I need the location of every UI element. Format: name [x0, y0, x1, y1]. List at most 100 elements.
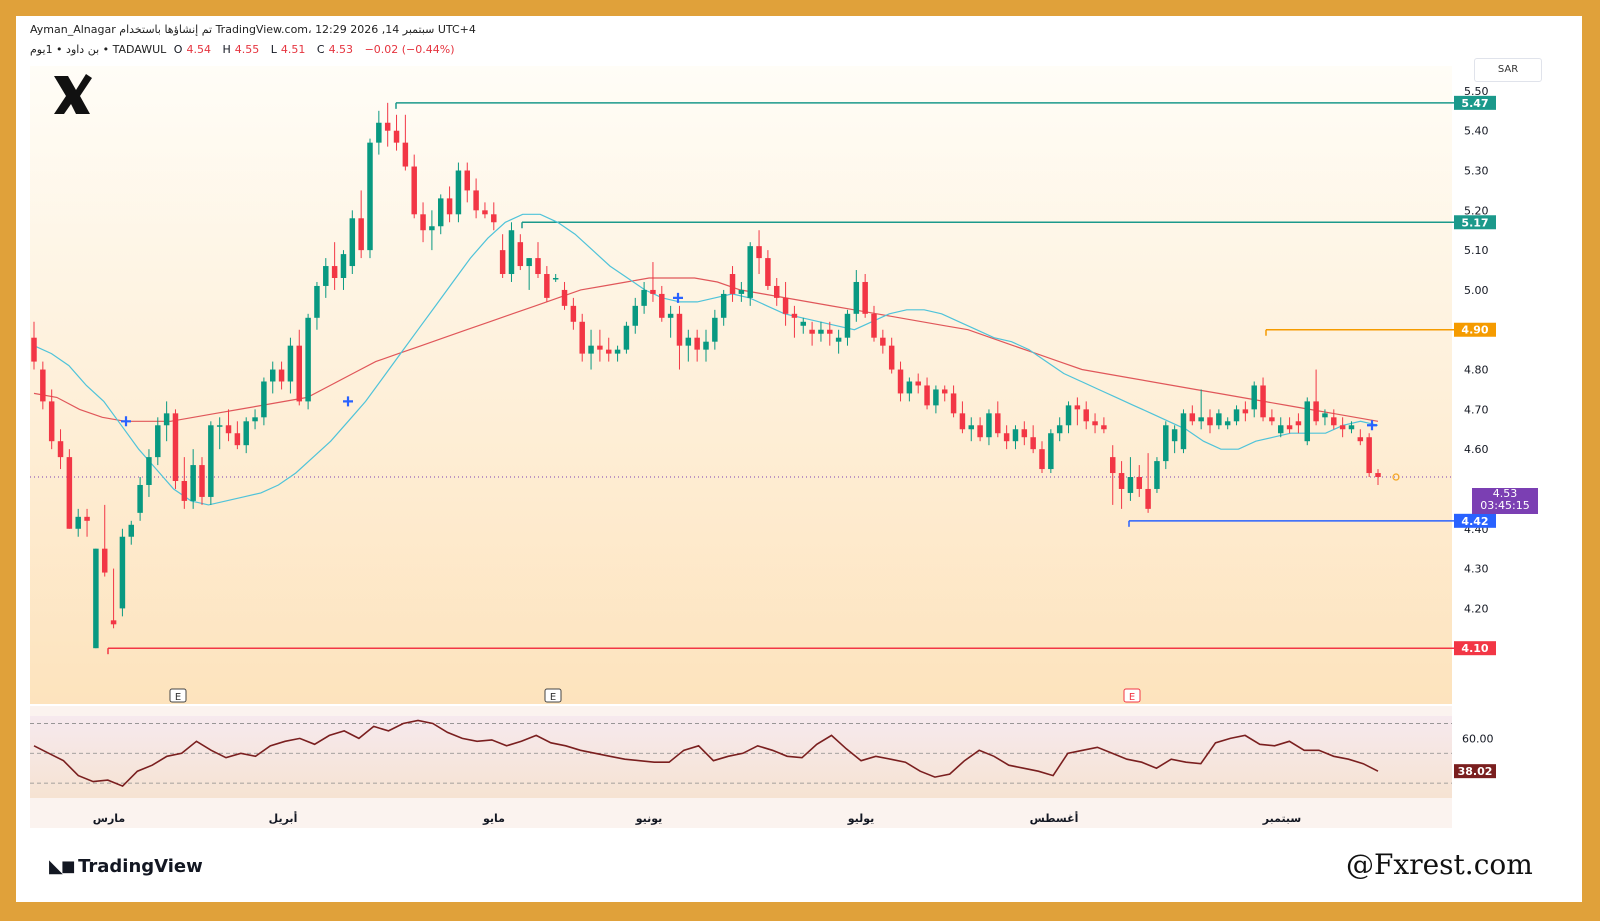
- candle[interactable]: [1304, 397, 1311, 446]
- candle[interactable]: [1251, 381, 1257, 418]
- candle[interactable]: [508, 222, 515, 282]
- candle[interactable]: [950, 385, 957, 418]
- candle[interactable]: [181, 457, 188, 509]
- candle[interactable]: [632, 297, 639, 334]
- candle[interactable]: [296, 329, 303, 406]
- candle[interactable]: [986, 409, 992, 446]
- candle[interactable]: [1189, 405, 1196, 426]
- candle[interactable]: [331, 242, 338, 290]
- candle[interactable]: [464, 162, 471, 203]
- candle[interactable]: [1233, 405, 1240, 426]
- candle[interactable]: [1056, 417, 1063, 442]
- currency-selector[interactable]: SAR: [1474, 58, 1542, 82]
- candle[interactable]: [544, 266, 550, 302]
- candle[interactable]: [1357, 429, 1364, 446]
- candle[interactable]: [137, 477, 143, 521]
- candle[interactable]: [101, 504, 108, 577]
- candle[interactable]: [517, 234, 524, 271]
- candle[interactable]: [31, 321, 37, 370]
- candle[interactable]: [234, 421, 241, 450]
- candle[interactable]: [1180, 409, 1187, 454]
- candle[interactable]: [800, 317, 807, 334]
- candle[interactable]: [535, 242, 541, 278]
- candle[interactable]: [729, 266, 736, 302]
- candle[interactable]: [1030, 425, 1036, 454]
- candle[interactable]: [623, 321, 630, 354]
- candle[interactable]: [738, 281, 745, 302]
- candle[interactable]: [482, 202, 488, 219]
- candle[interactable]: [491, 202, 497, 231]
- candle[interactable]: [844, 309, 851, 346]
- candle[interactable]: [570, 297, 577, 330]
- candle[interactable]: [782, 281, 789, 326]
- candle[interactable]: [1109, 445, 1116, 505]
- candle[interactable]: [1260, 377, 1266, 422]
- candle[interactable]: [862, 274, 868, 318]
- candle[interactable]: [367, 138, 373, 259]
- candle[interactable]: [888, 337, 895, 374]
- candle[interactable]: [906, 377, 913, 402]
- candle[interactable]: [756, 230, 762, 275]
- candle[interactable]: [269, 361, 276, 394]
- candle[interactable]: [437, 194, 444, 235]
- candle[interactable]: [1198, 389, 1204, 430]
- candle[interactable]: [694, 329, 700, 362]
- candle[interactable]: [605, 337, 612, 362]
- candle[interactable]: [455, 162, 462, 223]
- candle[interactable]: [597, 329, 603, 362]
- candle[interactable]: [340, 250, 347, 290]
- candle[interactable]: [1366, 433, 1372, 478]
- candle[interactable]: [84, 508, 90, 537]
- candle[interactable]: [765, 250, 771, 290]
- candle[interactable]: [1136, 465, 1143, 497]
- candle[interactable]: [552, 274, 559, 282]
- candle[interactable]: [676, 305, 683, 370]
- candle[interactable]: [358, 190, 364, 259]
- candle[interactable]: [393, 114, 400, 151]
- candle[interactable]: [243, 417, 249, 454]
- candle[interactable]: [747, 242, 753, 306]
- earnings-marker[interactable]: E: [544, 688, 562, 703]
- candle[interactable]: [818, 321, 824, 342]
- candle[interactable]: [1339, 417, 1346, 438]
- candle[interactable]: [199, 457, 205, 505]
- candle[interactable]: [261, 377, 267, 426]
- candle[interactable]: [880, 329, 886, 354]
- candle[interactable]: [1163, 421, 1169, 470]
- candle[interactable]: [163, 401, 170, 442]
- candle[interactable]: [411, 154, 417, 219]
- candle[interactable]: [561, 281, 568, 310]
- candle[interactable]: [40, 361, 46, 410]
- candle[interactable]: [349, 210, 356, 275]
- candle[interactable]: [827, 321, 833, 346]
- candle[interactable]: [499, 234, 506, 278]
- candle[interactable]: [1224, 417, 1231, 430]
- candle[interactable]: [1269, 409, 1275, 426]
- candle[interactable]: [835, 329, 842, 354]
- candle[interactable]: [252, 409, 258, 430]
- candle[interactable]: [278, 361, 285, 390]
- candle[interactable]: [323, 258, 329, 298]
- candle[interactable]: [924, 377, 930, 410]
- candle[interactable]: [146, 449, 152, 497]
- candle[interactable]: [110, 568, 117, 629]
- candle[interactable]: [977, 417, 983, 442]
- candle[interactable]: [579, 313, 585, 362]
- candle[interactable]: [933, 385, 939, 414]
- earnings-marker[interactable]: E: [1123, 688, 1141, 703]
- candle[interactable]: [1145, 453, 1151, 513]
- candle[interactable]: [712, 309, 718, 350]
- candle[interactable]: [1101, 417, 1107, 434]
- candle[interactable]: [208, 421, 214, 505]
- candle[interactable]: [75, 508, 81, 537]
- candle[interactable]: [376, 110, 382, 155]
- candle[interactable]: [1083, 401, 1089, 430]
- candle[interactable]: [1021, 421, 1028, 446]
- candle[interactable]: [66, 449, 73, 529]
- candle[interactable]: [314, 281, 320, 330]
- candle[interactable]: [429, 210, 435, 251]
- candle[interactable]: [1216, 409, 1222, 430]
- candle[interactable]: [853, 270, 860, 322]
- tradingview-logo[interactable]: ◣◼ TradingView: [49, 856, 203, 877]
- candle[interactable]: [1348, 421, 1355, 434]
